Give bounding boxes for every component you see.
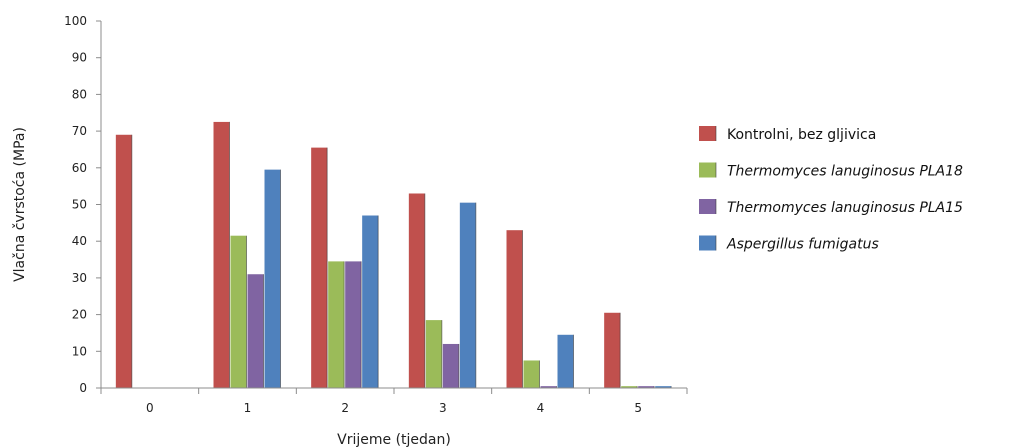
bars-group: [115, 121, 672, 389]
x-tick-label: 2: [341, 401, 349, 415]
x-tick-label: 5: [634, 401, 642, 415]
bar-series-3-1: [247, 274, 264, 388]
x-axis-title: Vrijeme (tjedan): [337, 432, 451, 447]
legend-swatch: [699, 235, 716, 251]
legend-item: Thermomyces lanuginosus PLA15: [699, 199, 963, 216]
y-tick-label: 20: [72, 308, 87, 322]
bar-series-1-0: [115, 134, 132, 388]
bar-series-4-1: [264, 169, 281, 388]
legend-item: Thermomyces lanuginosus PLA18: [699, 162, 963, 180]
x-ticks: 0 1 2 3 4 5: [100, 388, 688, 415]
bar-series-2-2: [328, 261, 345, 388]
y-tick-label: 100: [64, 14, 87, 28]
legend-label: Aspergillus fumigatus: [726, 237, 879, 253]
bar-series-3-4: [540, 386, 557, 388]
y-tick-label: 50: [72, 198, 87, 212]
bar-series-3-5: [638, 386, 655, 388]
bar-series-3-2: [345, 261, 362, 388]
legend-label: Thermomyces lanuginosus PLA18: [727, 164, 963, 180]
x-tick-label: 1: [244, 401, 252, 415]
bar-series-2-4: [523, 360, 540, 388]
y-axis-title: Vlačna čvrstoća (MPa): [12, 127, 28, 282]
bar-series-1-4: [506, 230, 523, 388]
bar-series-4-3: [459, 202, 476, 388]
bar-series-2-1: [230, 235, 247, 388]
y-tick-label: 60: [72, 161, 87, 175]
bar-series-1-5: [604, 312, 621, 388]
y-tick-label: 80: [72, 87, 87, 101]
bar-series-1-2: [311, 147, 328, 388]
bar-series-3-3: [442, 343, 459, 388]
y-tick-label: 30: [72, 271, 87, 285]
bar-series-4-5: [655, 386, 672, 388]
legend-item: Kontrolni, bez gljivica: [699, 126, 876, 143]
legend: Kontrolni, bez gljivica Thermomyces lanug…: [699, 126, 963, 253]
legend-swatch: [699, 162, 716, 178]
legend-swatch: [699, 126, 716, 141]
y-tick-label: 70: [72, 124, 87, 138]
legend-swatch: [699, 199, 716, 214]
y-tick-label: 90: [72, 51, 87, 65]
legend-label: Kontrolni, bez gljivica: [727, 127, 876, 143]
x-tick-label: 4: [537, 401, 545, 415]
bar-series-2-5: [621, 386, 638, 388]
bar-series-4-4: [557, 334, 574, 388]
y-tick-label: 10: [72, 344, 87, 358]
bar-series-1-1: [213, 121, 230, 389]
legend-label: Thermomyces lanuginosus PLA15: [727, 200, 963, 216]
y-ticks: 0 10 20 30 40 50 60 70 80 90 100: [64, 14, 101, 395]
bar-series-2-3: [425, 320, 442, 388]
x-tick-label: 0: [146, 401, 154, 415]
bar-series-4-2: [362, 215, 379, 388]
x-tick-label: 3: [439, 401, 447, 415]
y-tick-label: 40: [72, 234, 87, 248]
y-tick-label: 0: [79, 381, 87, 395]
legend-item: Aspergillus fumigatus: [699, 235, 879, 253]
bar-series-1-3: [408, 193, 425, 388]
